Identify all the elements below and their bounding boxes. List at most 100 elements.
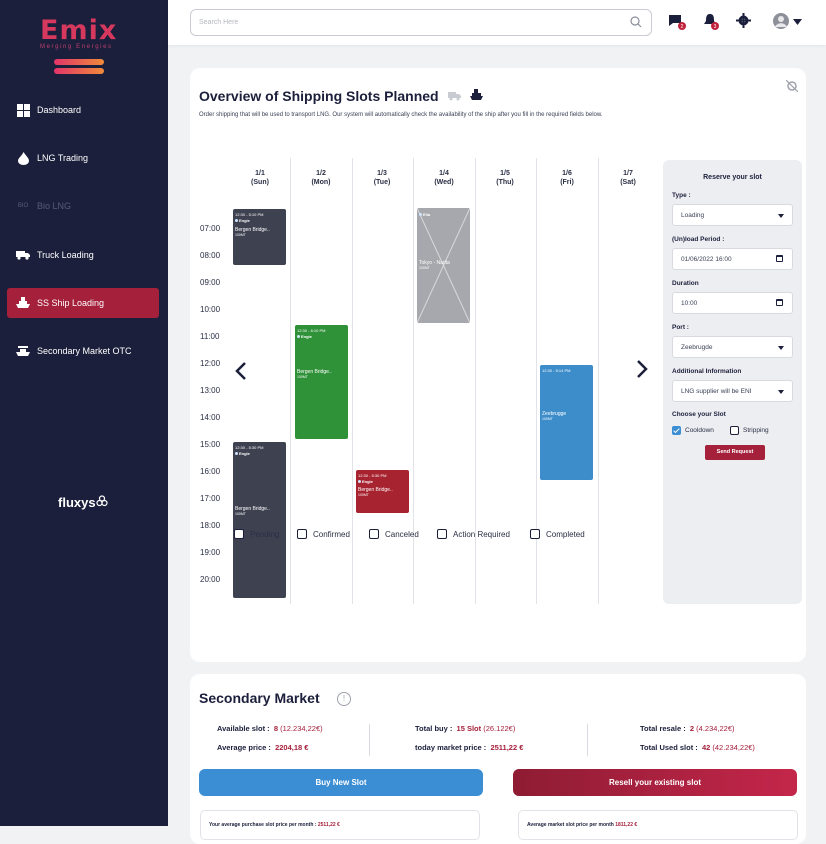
stat-sub: (42.234,22€) — [712, 743, 755, 752]
legend-confirmed[interactable]: Confirmed — [297, 529, 350, 539]
stat-average-price: Average price : 2204,18 € — [217, 743, 308, 752]
info-icon[interactable]: ! — [337, 692, 351, 706]
day-header: 1/6 (Fri) — [537, 169, 597, 187]
sidebar-item-ss-ship-loading[interactable]: SS Ship Loading — [7, 288, 159, 318]
gear-icon[interactable] — [736, 13, 751, 28]
sidebar-item-lng-trading[interactable]: LNG Trading — [7, 143, 159, 173]
calendar-event[interactable]: 12:30 - 5:14 PM Zeebrugge 100MT — [540, 365, 593, 480]
calendar-event[interactable]: 12:30 - 5:30 PM Engie Bergen Bridge.. 10… — [233, 442, 286, 598]
chevron-down-icon[interactable] — [793, 19, 802, 25]
event-volume: 100MT — [235, 233, 246, 237]
page-title: Overview of Shipping Slots Planned — [199, 88, 484, 104]
stat-value: 15 Slot — [456, 724, 482, 733]
avatar[interactable] — [773, 13, 789, 29]
search-input[interactable]: Search Here — [190, 9, 652, 36]
svg-text:2: 2 — [681, 24, 684, 30]
legend-action-required[interactable]: Action Required — [437, 529, 510, 539]
logo-text: Emix — [40, 15, 118, 46]
bell-icon[interactable]: 3 — [704, 13, 722, 31]
send-request-button[interactable]: Send Request — [705, 445, 765, 460]
owner-dot-icon — [297, 335, 300, 338]
stat-sub: (26.122€) — [483, 724, 516, 733]
sidebar-item-label: SS Ship Loading — [37, 298, 105, 308]
emix-logo[interactable]: Emix Merging Energies — [40, 15, 120, 51]
time-label: 07:00 — [200, 224, 221, 233]
period-datetime-field[interactable]: 01/06/2022 16:00 — [672, 248, 793, 270]
day-divider — [290, 158, 291, 604]
day-date: 1/6 — [562, 170, 572, 177]
fluxys-logo: fluxys — [58, 495, 108, 510]
day-divider — [598, 158, 599, 604]
stat-label: Total buy : — [415, 724, 453, 733]
event-name: Bergen Bridge.. — [297, 369, 332, 375]
time-label: 17:00 — [200, 494, 221, 503]
stat-sub: (4.234,22€) — [696, 724, 735, 733]
type-select[interactable]: Loading — [672, 204, 793, 226]
partner-name: fluxys — [58, 495, 96, 510]
sidebar-item-truck-loading[interactable]: Truck Loading — [7, 240, 159, 270]
legend-completed[interactable]: Completed — [530, 529, 585, 539]
next-week-arrow-icon[interactable] — [636, 360, 648, 378]
duration-field[interactable]: 10:00 — [672, 292, 793, 314]
secondary-market-card: Secondary Market ! Available slot : 8 (1… — [190, 674, 806, 844]
time-label: 18:00 — [200, 521, 221, 530]
stat-value: 2511,22 € — [490, 743, 524, 752]
checkbox-unchecked — [234, 529, 244, 539]
time-label: 19:00 — [200, 548, 221, 557]
calendar-event[interactable]: 12:30 - 5:30 PM Engie Bergen Bridge.. 10… — [356, 470, 409, 513]
event-time: 12:30 - 5:10 PM — [235, 212, 264, 217]
type-label: Type : — [672, 192, 691, 199]
sidebar-item-dashboard[interactable]: Dashboard — [7, 95, 159, 125]
time-label: 08:00 — [200, 251, 221, 260]
event-volume: 100MT — [419, 266, 430, 270]
mini-label: Your average purchase slot price per mon… — [209, 822, 317, 828]
day-date: 1/7 — [623, 170, 633, 177]
day-header: 1/2 (Mon) — [291, 169, 351, 187]
reserve-slot-panel: Reserve your slot Type : Loading (Un)loa… — [663, 160, 802, 604]
owner-dot-icon — [235, 452, 238, 455]
overview-card: Overview of Shipping Slots Planned Order… — [190, 68, 806, 662]
time-label: 10:00 — [200, 305, 221, 314]
fluxys-mark-icon — [95, 495, 108, 507]
day-header: 1/5 (Thu) — [475, 169, 535, 187]
avg-market-price: Average market slot price per month 1811… — [518, 810, 798, 840]
event-name: Bergen Bridge.. — [358, 487, 393, 493]
calendar-event[interactable]: 12:30 - 6:10 PM Engie Bergen Bridge.. 10… — [295, 325, 348, 439]
chevron-down-icon — [778, 346, 784, 350]
sidebar-item-bio-lng[interactable]: BIO Bio LNG — [7, 191, 159, 221]
sidebar-item-secondary-market[interactable]: Secondary Market OTC — [7, 336, 159, 366]
stat-available: Available slot : 8 (12.234,22€) — [217, 724, 323, 733]
cooldown-checkbox[interactable]: Cooldown — [672, 426, 714, 435]
info-value: LNG supplier will be ENI — [681, 388, 752, 395]
chat-icon[interactable]: 2 — [668, 13, 686, 31]
day-name: (Wed) — [434, 179, 454, 186]
calendar-event[interactable]: 12:30 - 5:10 PM Engie Bergen Bridge.. 10… — [233, 209, 286, 265]
calendar-icon — [776, 255, 783, 262]
prev-week-arrow-icon[interactable] — [235, 362, 247, 380]
legend-label: Pending — [250, 529, 280, 539]
bio-icon: BIO — [17, 203, 29, 209]
reserve-title: Reserve your slot — [703, 174, 762, 181]
stat-sub: (12.234,22€) — [280, 724, 323, 733]
event-owner-text: Eila — [423, 212, 431, 217]
day-divider — [413, 158, 414, 604]
day-date: 1/4 — [439, 170, 449, 177]
legend-pending[interactable]: Pending — [234, 529, 279, 539]
sidebar-item-label: LNG Trading — [37, 153, 89, 163]
event-owner: Engie — [358, 479, 407, 484]
info-select[interactable]: LNG supplier will be ENI — [672, 380, 793, 402]
settings-off-icon[interactable] — [786, 80, 798, 92]
page-title-text: Overview of Shipping Slots Planned — [199, 88, 439, 104]
stat-label: Total resale : — [640, 724, 686, 733]
truck-icon[interactable] — [448, 92, 462, 101]
stat-value: 42 — [701, 743, 711, 752]
resell-slot-button[interactable]: Resell your existing slot — [513, 769, 797, 796]
buy-new-slot-button[interactable]: Buy New Slot — [199, 769, 483, 796]
legend-canceled[interactable]: Canceled — [369, 529, 419, 539]
calendar-event-canceled[interactable]: Eila Tokyo - Narita 100MT — [417, 208, 470, 323]
checkbox-unchecked — [437, 529, 447, 539]
ship-icon[interactable] — [470, 89, 484, 101]
port-select[interactable]: Zeebrugde — [672, 336, 793, 358]
stripping-checkbox[interactable]: Stripping — [730, 426, 769, 435]
event-owner-text: Engie — [239, 451, 250, 456]
